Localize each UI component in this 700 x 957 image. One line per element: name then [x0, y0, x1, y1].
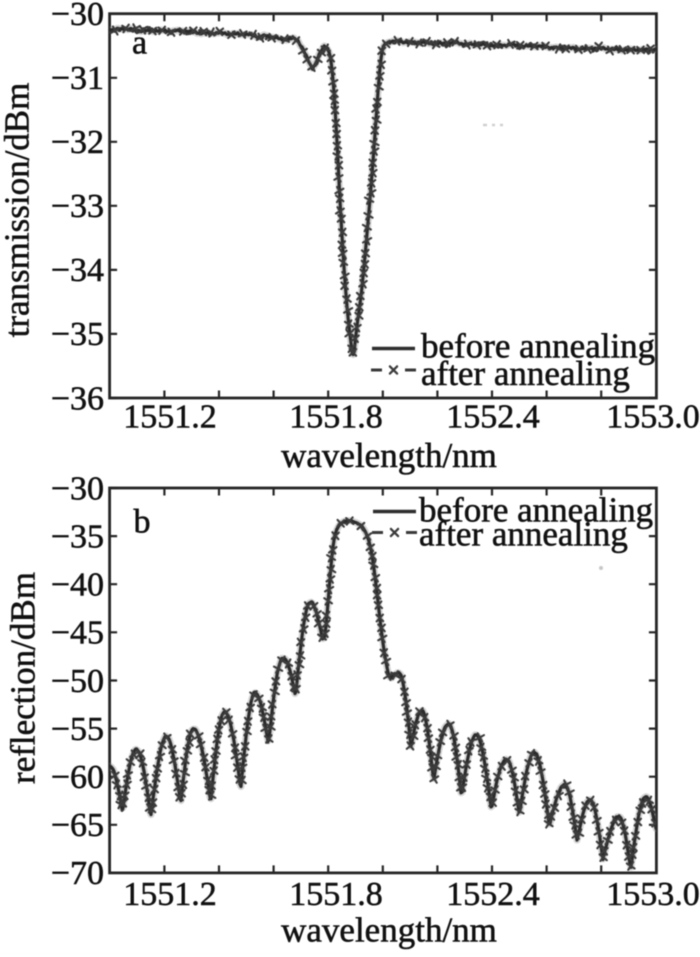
- svg-text:1553.0: 1553.0: [606, 399, 700, 436]
- svg-text:−40: −40: [51, 567, 104, 604]
- svg-text:wavelength/nm: wavelength/nm: [281, 911, 497, 950]
- svg-text:−31: −31: [51, 60, 104, 97]
- svg-text:1552.4: 1552.4: [446, 876, 540, 913]
- svg-text:−55: −55: [51, 711, 104, 748]
- svg-text:−33: −33: [51, 188, 104, 225]
- svg-text:after annealing: after annealing: [421, 354, 630, 393]
- svg-text:1553.0: 1553.0: [606, 876, 700, 913]
- svg-text:reflection/dBm: reflection/dBm: [4, 572, 43, 784]
- svg-text:after annealing: after annealing: [419, 515, 628, 554]
- svg-text:−34: −34: [51, 252, 104, 289]
- svg-text:−35: −35: [51, 316, 104, 353]
- svg-text:wavelength/nm: wavelength/nm: [281, 436, 497, 475]
- svg-text:1552.4: 1552.4: [446, 399, 540, 436]
- svg-text:−36: −36: [51, 380, 104, 417]
- svg-text:b: b: [134, 504, 151, 541]
- svg-text:−35: −35: [51, 518, 104, 555]
- svg-text:−65: −65: [51, 807, 104, 844]
- svg-text:transmission/dBm: transmission/dBm: [0, 83, 37, 338]
- svg-text:−70: −70: [51, 855, 104, 892]
- svg-text:before annealing: before annealing: [419, 491, 653, 530]
- svg-text:−30: −30: [51, 0, 104, 33]
- svg-text:1551.2: 1551.2: [123, 876, 217, 913]
- svg-text:−60: −60: [51, 759, 104, 796]
- svg-text:−32: −32: [51, 124, 104, 161]
- svg-text:1551.8: 1551.8: [289, 399, 383, 436]
- svg-text:1551.8: 1551.8: [289, 876, 383, 913]
- svg-text:−50: −50: [51, 663, 104, 700]
- svg-text:before annealing: before annealing: [421, 327, 655, 366]
- svg-text:1551.2: 1551.2: [123, 399, 217, 436]
- svg-text:−45: −45: [51, 615, 104, 652]
- svg-text:−30: −30: [51, 470, 104, 507]
